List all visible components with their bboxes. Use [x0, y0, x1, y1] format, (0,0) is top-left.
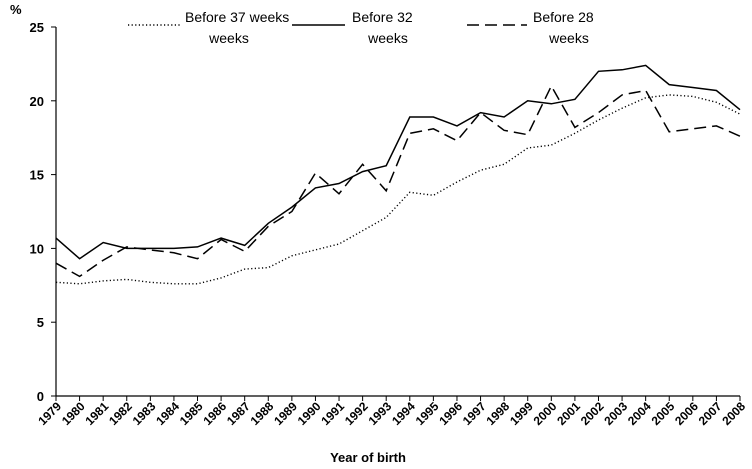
y-tick-label: 0	[37, 389, 44, 404]
y-axis-label: %	[10, 2, 22, 17]
y-tick-label: 15	[30, 168, 44, 183]
x-tick-label: 1990	[295, 399, 324, 428]
x-tick-label: 1993	[366, 399, 395, 428]
x-tick-label: 1996	[436, 399, 465, 428]
x-tick-label: 2005	[649, 399, 678, 428]
x-tick-label: 1987	[224, 399, 253, 428]
series-line-before-37-weeks	[55, 94, 741, 285]
x-tick-label: 1998	[483, 399, 512, 428]
x-tick-label: 1981	[83, 399, 112, 428]
x-tick-label: 2006	[672, 399, 701, 428]
x-tick-label: 1983	[130, 399, 159, 428]
x-tick-label: 1982	[106, 399, 135, 428]
x-tick-label: 1995	[413, 399, 442, 428]
x-tick-label: 1997	[460, 399, 489, 428]
y-tick-label: 10	[30, 241, 44, 256]
x-tick-label: 1994	[389, 399, 418, 428]
x-tick-label: 1985	[177, 399, 206, 428]
x-tick-label: 1999	[507, 399, 536, 428]
x-tick-label: 1980	[59, 399, 88, 428]
x-tick-label: 1989	[271, 399, 300, 428]
y-tick-label: 25	[30, 20, 44, 35]
x-tick-label: 1984	[153, 399, 182, 428]
y-tick-label: 5	[37, 315, 44, 330]
x-tick-label: 1991	[318, 399, 347, 428]
x-axis-label: Year of birth	[330, 450, 406, 465]
x-tick-label: 1988	[248, 399, 277, 428]
x-tick-label: 2000	[531, 399, 560, 428]
x-tick-label: 1986	[200, 399, 229, 428]
y-tick-label: 20	[30, 94, 44, 109]
axes: 0510152025197919801981198219831984198519…	[30, 20, 749, 428]
legend-label-before-32-weeks-line2: weeks	[367, 30, 408, 46]
series-line-before-32-weeks	[55, 64, 741, 260]
series-line-before-28-weeks	[55, 84, 741, 278]
x-tick-label: 2007	[696, 399, 725, 428]
legend: Before 37 weeks weeks Before 32 weeks Before…	[128, 9, 594, 46]
x-tick-label: 2004	[625, 399, 654, 428]
x-tick-label: 2008	[719, 399, 748, 428]
x-tick-label: 2003	[601, 399, 630, 428]
x-tick-label: 1992	[342, 399, 371, 428]
legend-label-line2-before-37-weeks: weeks	[208, 30, 249, 46]
x-tick-label: 2001	[554, 399, 583, 428]
series-layer	[55, 64, 741, 285]
legend-label-before-37-weeks: Before 37 weeks	[185, 9, 289, 25]
x-tick-label: 2002	[578, 399, 607, 428]
legend-label-before-28-weeks: Before 28	[533, 9, 594, 25]
legend-label-before-28-weeks-line2: weeks	[548, 30, 589, 46]
legend-label-before-32-weeks: Before 32	[352, 9, 413, 25]
